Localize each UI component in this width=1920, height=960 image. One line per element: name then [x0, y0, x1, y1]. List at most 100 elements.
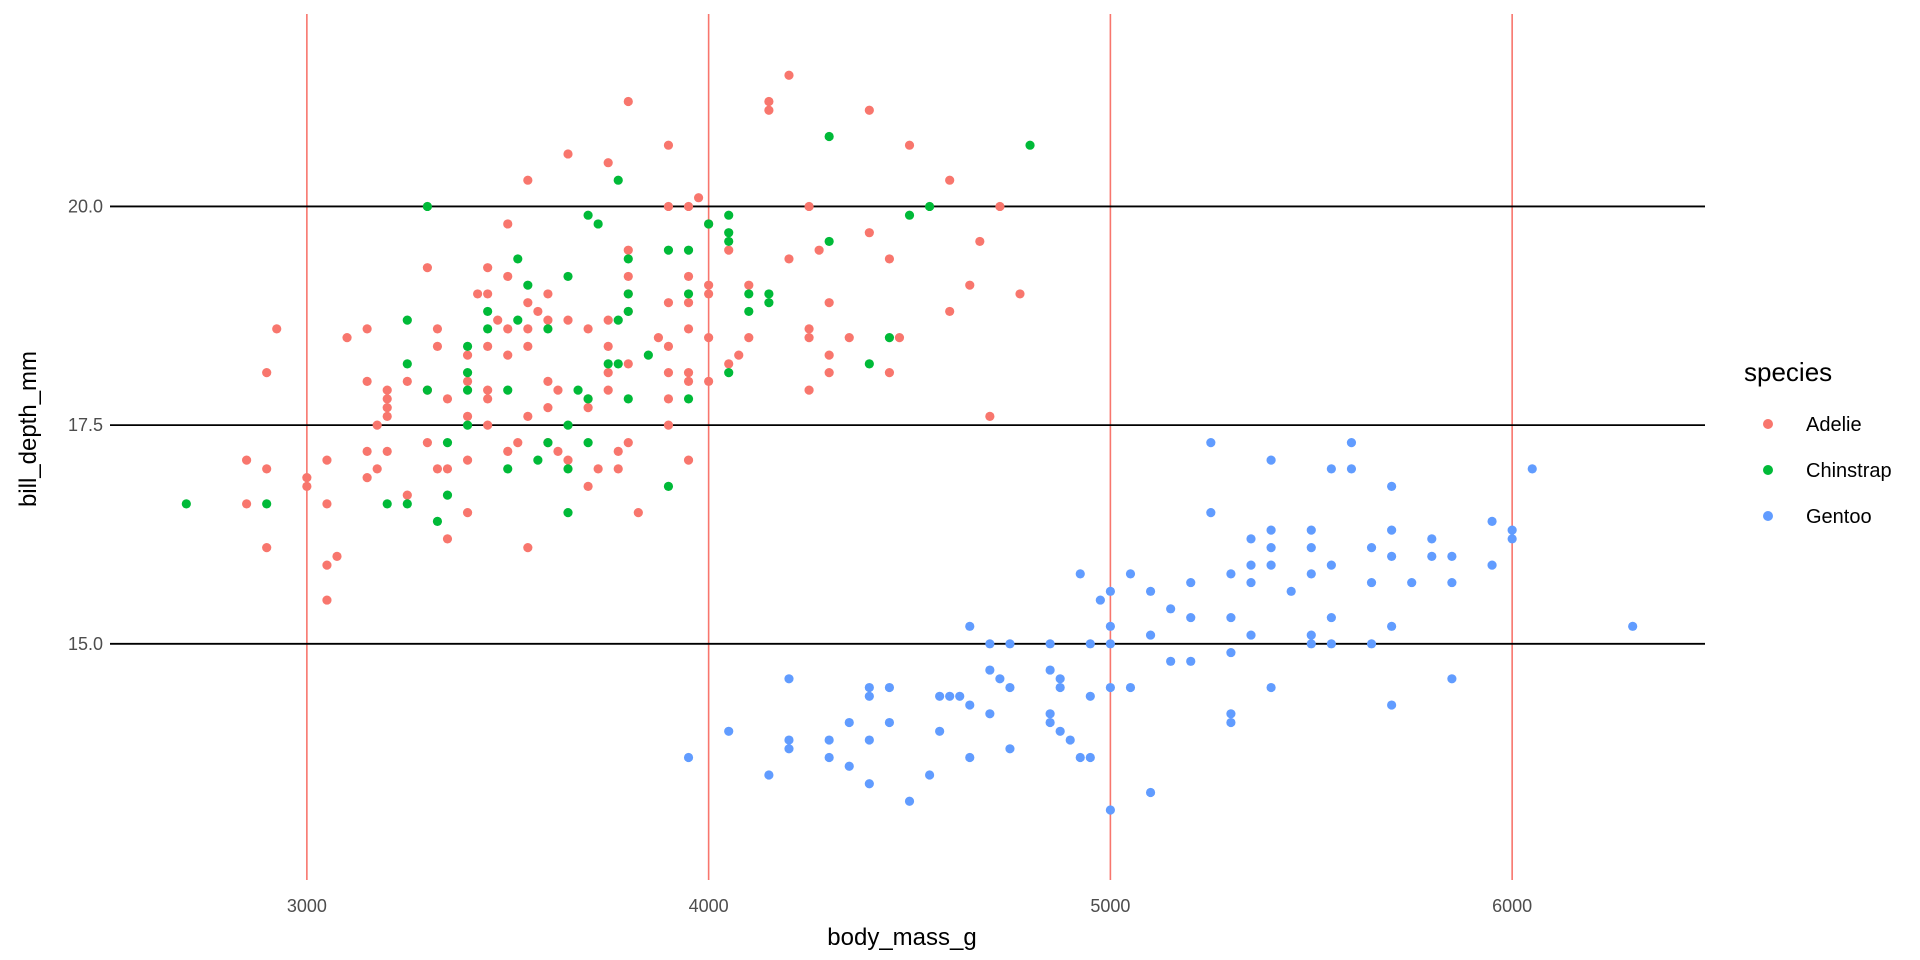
point-adelie-22: [814, 245, 824, 255]
x-tick-label: 4000: [689, 896, 729, 916]
point-chinstrap-41: [422, 385, 432, 395]
point-gentoo-103: [764, 770, 774, 780]
point-adelie-67: [603, 341, 613, 352]
point-gentoo-104: [924, 770, 935, 780]
point-adelie-80: [884, 368, 895, 378]
point-gentoo-86: [884, 717, 895, 728]
point-chinstrap-5: [583, 210, 593, 220]
point-adelie-86: [683, 376, 694, 386]
point-chinstrap-40: [724, 368, 734, 378]
point-gentoo-36: [1105, 586, 1115, 596]
point-adelie-61: [744, 333, 754, 343]
point-chinstrap-53: [533, 455, 543, 465]
point-chinstrap-39: [462, 368, 473, 378]
point-gentoo-56: [1326, 639, 1336, 649]
point-adelie-90: [483, 385, 493, 395]
point-gentoo-13: [1246, 534, 1256, 544]
point-adelie-20: [623, 245, 633, 255]
point-chinstrap-28: [513, 315, 523, 325]
point-gentoo-70: [1055, 682, 1065, 693]
point-gentoo-51: [1005, 639, 1015, 649]
point-gentoo-28: [1125, 569, 1136, 579]
point-adelie-46: [493, 315, 503, 325]
point-gentoo-75: [945, 691, 955, 701]
point-chinstrap-16: [623, 254, 633, 264]
point-adelie-0: [784, 70, 794, 80]
point-chinstrap-27: [402, 315, 412, 325]
point-chinstrap-32: [884, 333, 895, 343]
point-adelie-65: [432, 341, 443, 352]
point-chinstrap-30: [483, 324, 493, 334]
point-gentoo-80: [1387, 700, 1397, 710]
point-adelie-110: [513, 438, 523, 448]
point-chinstrap-15: [513, 254, 523, 264]
point-adelie-121: [563, 455, 573, 465]
point-gentoo-43: [1628, 621, 1638, 631]
point-chinstrap-60: [382, 499, 392, 509]
point-chinstrap-3: [422, 201, 432, 212]
point-chinstrap-57: [442, 490, 453, 500]
point-gentoo-95: [1005, 744, 1015, 754]
point-chinstrap-24: [623, 306, 633, 317]
point-gentoo-54: [1105, 639, 1115, 649]
point-chinstrap-33: [462, 341, 473, 352]
point-adelie-102: [382, 411, 392, 421]
point-gentoo-79: [965, 700, 975, 710]
point-adelie-21: [724, 245, 734, 255]
y-tick-label: 15.0: [68, 634, 103, 654]
point-chinstrap-9: [704, 219, 714, 229]
point-gentoo-45: [1387, 621, 1397, 631]
point-adelie-71: [503, 350, 513, 360]
point-gentoo-33: [1366, 577, 1377, 588]
point-adelie-28: [623, 271, 633, 282]
point-gentoo-2: [1266, 455, 1276, 465]
point-adelie-88: [382, 385, 392, 395]
point-adelie-31: [704, 280, 714, 290]
point-gentoo-1: [1346, 438, 1357, 448]
point-gentoo-35: [1286, 586, 1296, 596]
point-adelie-41: [683, 298, 694, 308]
point-adelie-5: [663, 140, 674, 150]
point-adelie-24: [884, 254, 895, 264]
point-adelie-38: [1015, 289, 1025, 299]
point-adelie-128: [613, 464, 623, 474]
point-chinstrap-22: [683, 289, 694, 299]
point-adelie-73: [623, 359, 633, 369]
point-gentoo-62: [1045, 665, 1055, 675]
point-adelie-137: [633, 508, 643, 518]
point-adelie-107: [483, 420, 493, 430]
point-chinstrap-21: [623, 289, 633, 299]
point-gentoo-100: [824, 752, 834, 763]
point-gentoo-99: [1085, 752, 1095, 763]
point-chinstrap-37: [603, 359, 613, 369]
point-chinstrap-52: [442, 438, 453, 448]
point-chinstrap-0: [824, 131, 834, 142]
point-chinstrap-13: [663, 245, 674, 255]
point-adelie-64: [894, 333, 905, 343]
point-adelie-125: [432, 464, 443, 474]
point-adelie-123: [262, 464, 272, 474]
point-adelie-112: [623, 438, 633, 448]
point-adelie-94: [382, 394, 392, 404]
point-chinstrap-63: [432, 516, 443, 526]
point-adelie-13: [683, 201, 694, 212]
point-gentoo-49: [1306, 630, 1316, 640]
point-adelie-34: [473, 289, 483, 299]
point-adelie-50: [683, 324, 694, 334]
point-adelie-15: [995, 201, 1005, 212]
point-adelie-140: [523, 542, 533, 553]
point-chinstrap-35: [402, 359, 412, 369]
point-gentoo-29: [1226, 569, 1236, 579]
point-gentoo-41: [1326, 612, 1336, 623]
point-adelie-120: [462, 455, 473, 465]
x-tick-label: 6000: [1492, 896, 1532, 916]
point-gentoo-66: [1447, 674, 1457, 684]
point-gentoo-63: [995, 674, 1005, 684]
point-adelie-75: [824, 350, 834, 360]
point-adelie-130: [362, 473, 372, 483]
point-adelie-27: [503, 271, 513, 282]
point-adelie-82: [543, 376, 553, 386]
point-gentoo-52: [1045, 639, 1055, 649]
point-adelie-48: [563, 315, 573, 325]
point-gentoo-46: [965, 621, 975, 631]
